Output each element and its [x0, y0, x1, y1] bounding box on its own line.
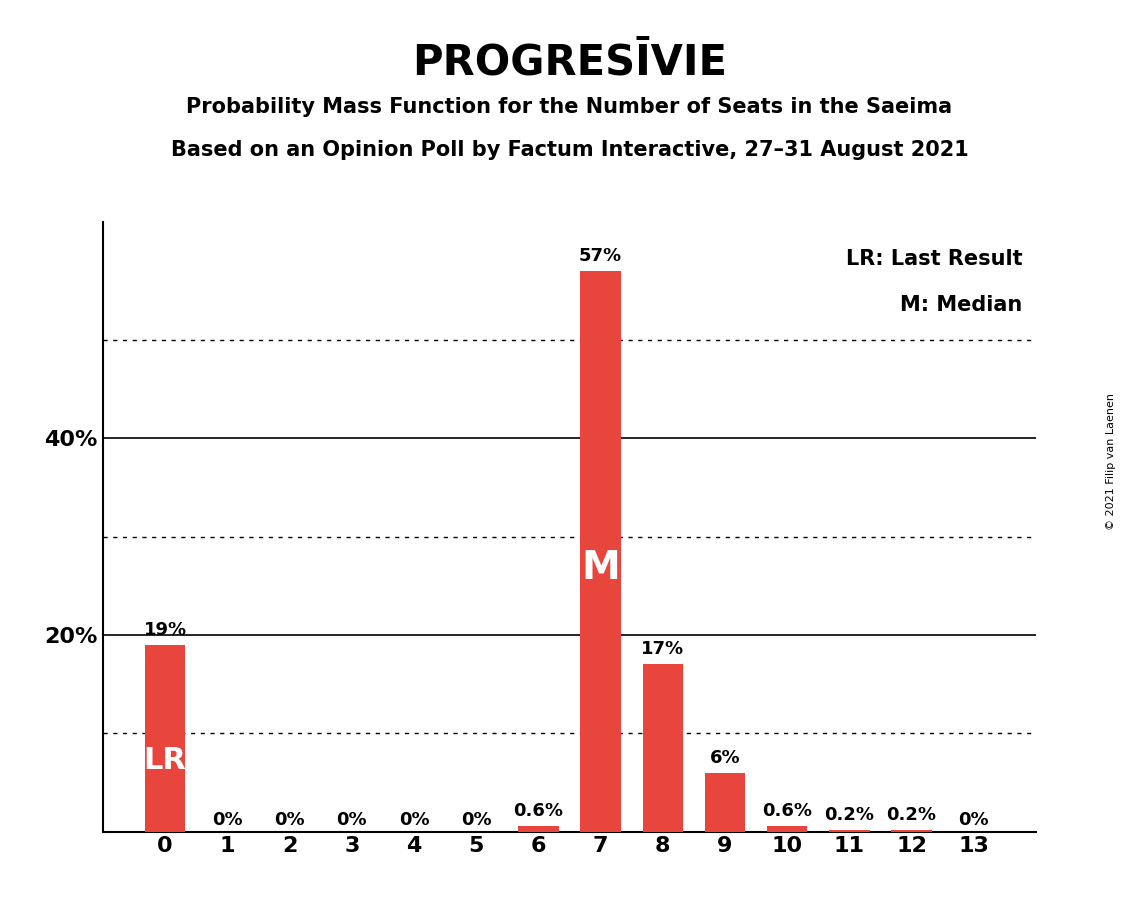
Text: PROGRESĪVIE: PROGRESĪVIE [412, 42, 727, 83]
Text: 0%: 0% [959, 810, 989, 829]
Text: LR: Last Result: LR: Last Result [846, 249, 1023, 269]
Text: 57%: 57% [579, 247, 622, 265]
Text: LR: LR [144, 746, 187, 775]
Bar [705, 772, 745, 832]
Bar [581, 271, 621, 832]
Text: M: M [581, 549, 620, 587]
Text: Based on an Opinion Poll by Factum Interactive, 27–31 August 2021: Based on an Opinion Poll by Factum Inter… [171, 140, 968, 161]
Text: 0%: 0% [212, 810, 243, 829]
Text: Probability Mass Function for the Number of Seats in the Saeima: Probability Mass Function for the Number… [187, 97, 952, 117]
Text: 0.6%: 0.6% [762, 802, 812, 820]
Text: © 2021 Filip van Laenen: © 2021 Filip van Laenen [1106, 394, 1115, 530]
Text: 6%: 6% [710, 748, 740, 767]
Bar [145, 645, 186, 832]
Bar [767, 826, 808, 832]
Bar [829, 830, 870, 832]
Text: 0.6%: 0.6% [514, 802, 564, 820]
Text: 0.2%: 0.2% [825, 806, 875, 823]
Bar [518, 826, 558, 832]
Bar [892, 830, 932, 832]
Text: 0%: 0% [461, 810, 492, 829]
Text: 17%: 17% [641, 640, 685, 659]
Text: 0%: 0% [399, 810, 429, 829]
Text: 0%: 0% [336, 810, 367, 829]
Text: M: Median: M: Median [900, 295, 1023, 315]
Bar [642, 664, 683, 832]
Text: 0%: 0% [274, 810, 305, 829]
Text: 0.2%: 0.2% [886, 806, 936, 823]
Text: 19%: 19% [144, 621, 187, 638]
